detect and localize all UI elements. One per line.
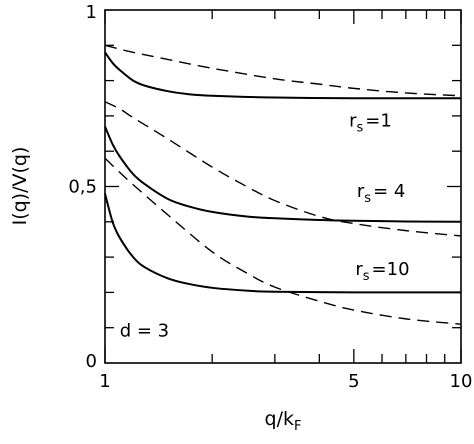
- series-line-rs4-solid: [104, 126, 462, 223]
- series-line-rs1-solid: [104, 51, 461, 100]
- y-tick-label: 1: [86, 2, 97, 23]
- annotation-rs10: rs =10: [355, 259, 409, 284]
- x-tick-label: 1: [99, 371, 110, 392]
- x-axis-title: q/kF: [265, 408, 302, 434]
- annotation-d: d = 3: [120, 321, 169, 342]
- tick-labels: 1 5 10 0 0,5 1: [68, 2, 472, 392]
- series-line-rs4-dashed: [104, 101, 462, 237]
- annotation-rs4: rs = 4: [357, 181, 405, 206]
- annotations: rs =1 rs = 4 rs =10 d = 3: [120, 110, 410, 341]
- y-tick-label: 0,5: [68, 177, 97, 198]
- series-line-rs10-dashed: [104, 157, 462, 325]
- series-line-rs1-dashed: [104, 44, 462, 97]
- curves: [104, 44, 462, 325]
- x-tick-label: 10: [450, 371, 473, 392]
- y-tick-label: 0: [86, 351, 97, 372]
- annotation-rs1: rs =1: [349, 110, 392, 135]
- series-line-rs10-solid: [104, 193, 461, 294]
- x-tick-label: 5: [348, 371, 359, 392]
- y-axis-title: I(q)/V(q): [9, 147, 31, 226]
- plot-frame: [104, 9, 462, 364]
- ticks: [104, 10, 462, 363]
